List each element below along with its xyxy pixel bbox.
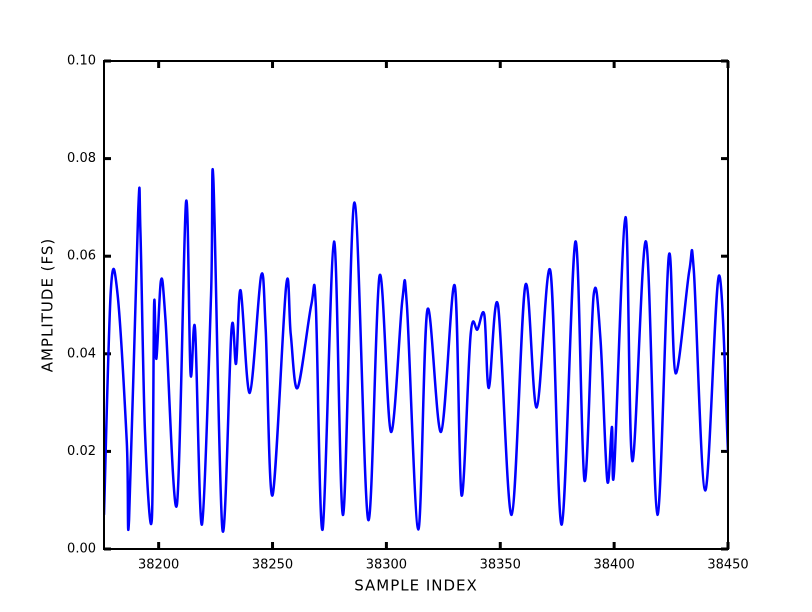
x-tick-label: 38450 <box>707 558 748 573</box>
y-tick-label: 0.02 <box>67 444 96 459</box>
y-tick-label: 0.06 <box>67 249 96 264</box>
y-tick-label: 0.10 <box>67 54 96 69</box>
y-axis-label: AMPLITUDE (FS) <box>39 238 57 373</box>
data-line <box>104 168 728 533</box>
y-tick-label: 0.08 <box>67 151 96 166</box>
x-tick-label: 38350 <box>480 558 521 573</box>
x-tick-label: 38300 <box>366 558 407 573</box>
plot-frame <box>103 60 729 550</box>
y-tick-label: 0.00 <box>67 542 96 557</box>
x-axis-label: SAMPLE INDEX <box>354 577 478 595</box>
x-tick-label: 38200 <box>138 558 179 573</box>
y-tick-label: 0.04 <box>67 346 96 361</box>
x-tick-label: 38400 <box>593 558 634 573</box>
x-tick-label: 38250 <box>252 558 293 573</box>
